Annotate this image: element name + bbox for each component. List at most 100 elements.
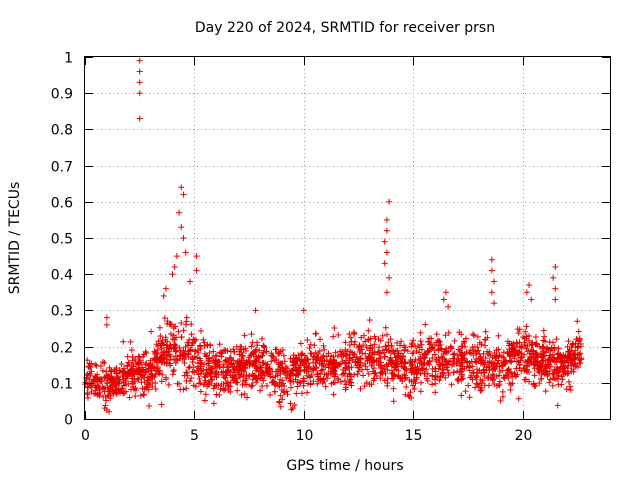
data-point-peak <box>488 289 495 296</box>
data-point <box>248 343 255 350</box>
data-point <box>163 374 170 381</box>
data-point <box>216 392 223 399</box>
data-point <box>122 388 129 395</box>
data-point <box>216 358 223 365</box>
data-point <box>541 370 548 377</box>
data-point <box>513 358 520 365</box>
data-point <box>504 349 511 356</box>
data-point-peak <box>381 238 388 245</box>
data-point <box>387 349 394 356</box>
data-point <box>143 384 150 391</box>
data-point <box>334 352 341 359</box>
data-point <box>379 332 386 339</box>
data-point <box>135 353 142 360</box>
data-point <box>192 336 199 343</box>
data-point <box>294 378 301 385</box>
data-point <box>558 359 565 366</box>
data-point-peak <box>440 296 447 303</box>
data-point <box>565 378 572 385</box>
data-point <box>126 394 133 401</box>
data-point <box>501 375 508 382</box>
data-point <box>297 340 304 347</box>
data-point <box>433 331 440 338</box>
data-point <box>346 342 353 349</box>
data-point <box>188 342 195 349</box>
data-point <box>361 360 368 367</box>
data-point <box>318 367 325 374</box>
data-point <box>489 376 496 383</box>
data-point <box>330 379 337 386</box>
data-point <box>402 358 409 365</box>
data-point <box>365 327 372 334</box>
data-point <box>160 356 167 363</box>
data-point <box>148 328 155 335</box>
data-point <box>325 350 332 357</box>
data-point <box>433 358 440 365</box>
data-point <box>272 380 279 387</box>
data-point <box>186 363 193 370</box>
data-point <box>444 367 451 374</box>
data-point <box>367 335 374 342</box>
data-point <box>546 379 553 386</box>
data-point <box>530 381 537 388</box>
data-point <box>457 351 464 358</box>
data-point <box>231 348 238 355</box>
data-point <box>367 354 374 361</box>
data-point <box>195 371 202 378</box>
data-point <box>330 391 337 398</box>
data-point <box>340 352 347 359</box>
data-point <box>422 321 429 328</box>
data-point <box>241 390 248 397</box>
data-point <box>558 373 565 380</box>
data-point <box>461 355 468 362</box>
data-point <box>230 346 237 353</box>
data-point <box>504 338 511 345</box>
data-point <box>124 362 131 369</box>
data-point <box>443 348 450 355</box>
data-point <box>404 348 411 355</box>
data-point <box>538 366 545 373</box>
data-point <box>251 362 258 369</box>
data-point <box>307 341 314 348</box>
data-point <box>565 369 572 376</box>
data-point <box>398 360 405 367</box>
data-point <box>408 343 415 350</box>
data-point <box>394 347 401 354</box>
data-point <box>390 385 397 392</box>
data-point <box>230 366 237 373</box>
data-point <box>486 348 493 355</box>
data-point <box>371 341 378 348</box>
data-point <box>470 369 477 376</box>
data-point <box>161 355 168 362</box>
data-point <box>523 345 530 352</box>
data-point <box>176 380 183 387</box>
data-point <box>210 400 217 407</box>
data-point <box>277 392 284 399</box>
data-point-peak <box>574 318 581 325</box>
data-point <box>357 385 364 392</box>
data-point <box>170 366 177 373</box>
data-point <box>155 338 162 345</box>
data-point-peak <box>383 249 390 256</box>
data-point <box>146 402 153 409</box>
data-point <box>450 369 457 376</box>
data-point <box>210 385 217 392</box>
data-point <box>192 347 199 354</box>
data-point <box>86 360 93 367</box>
data-point <box>263 348 270 355</box>
data-point <box>158 378 165 385</box>
data-point <box>381 377 388 384</box>
data-point <box>248 350 255 357</box>
data-point <box>418 365 425 372</box>
data-point <box>204 341 211 348</box>
data-point <box>186 378 193 385</box>
data-point <box>443 358 450 365</box>
data-point <box>314 380 321 387</box>
x-tick-label: 15 <box>405 428 423 444</box>
data-point <box>253 379 260 386</box>
data-point <box>442 332 449 339</box>
data-point <box>222 372 229 379</box>
data-point <box>417 338 424 345</box>
data-point <box>567 383 574 390</box>
